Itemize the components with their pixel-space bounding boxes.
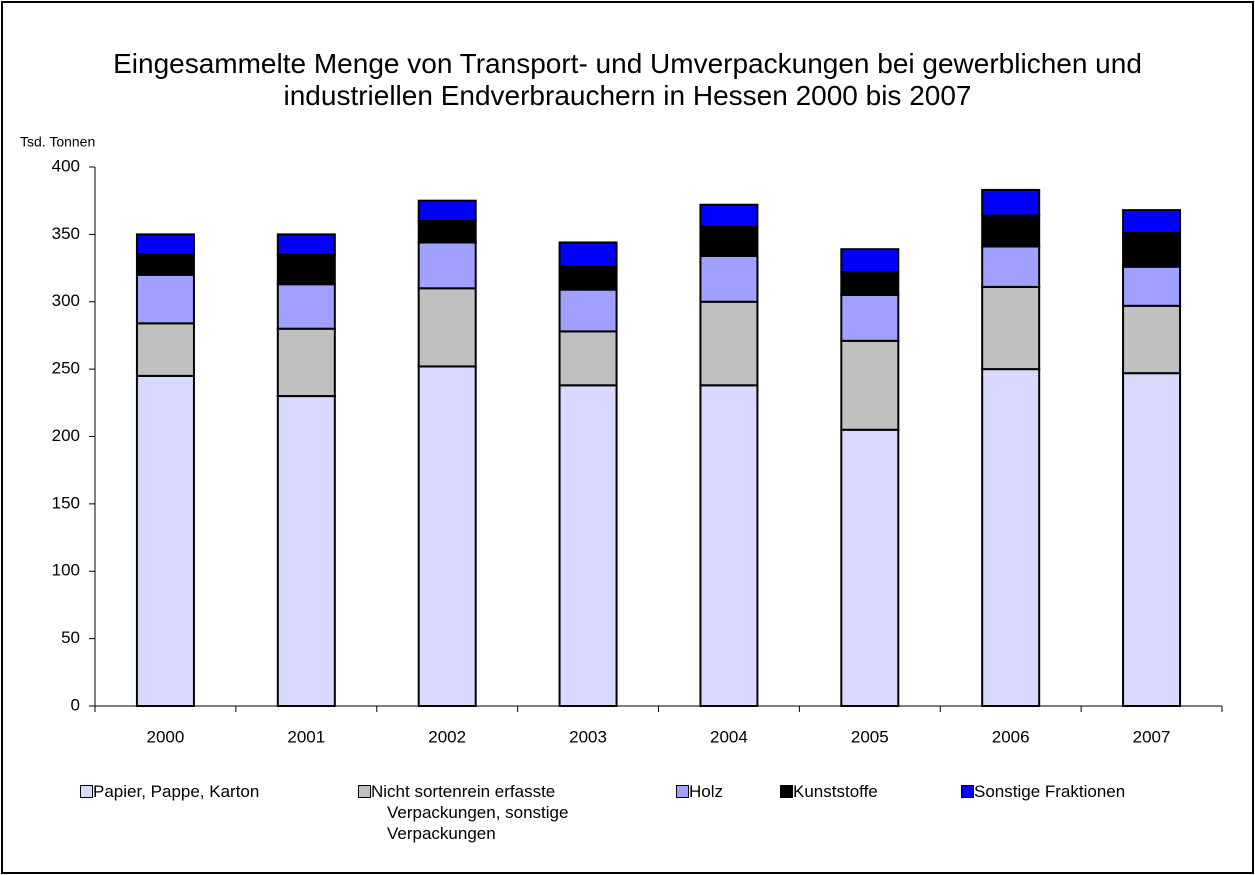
legend-swatch	[80, 785, 93, 798]
x-tick-label: 2005	[851, 727, 889, 746]
x-tick-label: 2007	[1133, 727, 1171, 746]
legend-item: Holz	[676, 781, 776, 802]
bar-segment	[276, 233, 336, 256]
legend-item: Sonstige Fraktionen	[961, 781, 1201, 802]
chart-title: Eingesammelte Menge von Transport- und U…	[113, 48, 1142, 111]
bar-segment	[558, 384, 618, 707]
x-tick-label: 2000	[147, 727, 185, 746]
x-tick-label: 2004	[710, 727, 748, 746]
bar-segment	[981, 188, 1041, 217]
legend-swatch	[676, 785, 689, 798]
legend-label: Sonstige Fraktionen	[974, 782, 1126, 801]
bar-segment	[135, 273, 195, 325]
y-tick-label: 0	[71, 695, 80, 714]
bar-segment	[135, 253, 195, 276]
x-tick-label: 2001	[287, 727, 325, 746]
y-tick-label: 350	[52, 224, 80, 243]
bar-segment	[699, 225, 759, 257]
y-tick-label: 150	[52, 493, 80, 512]
y-tick-label: 200	[52, 426, 80, 445]
y-tick-label: 50	[61, 628, 80, 647]
bar-segment	[1122, 372, 1182, 707]
bar-segment	[1122, 265, 1182, 307]
bar-segment	[276, 283, 336, 330]
bar-segment	[699, 254, 759, 303]
legend-label: Kunststoffe	[793, 782, 878, 801]
bar-segment	[1122, 232, 1182, 268]
bar-segment	[276, 253, 336, 286]
bar-segment	[840, 271, 900, 297]
bar-segment	[558, 288, 618, 333]
bar-segment	[135, 322, 195, 377]
bar-segment	[417, 219, 477, 244]
y-axis-label: Tsd. Tonnen	[20, 134, 95, 150]
bar-segment	[699, 384, 759, 707]
legend-label: Holz	[689, 782, 724, 801]
bar-segment	[558, 330, 618, 387]
bar-segment	[699, 203, 759, 228]
bar-segment	[840, 339, 900, 431]
y-tick-label: 400	[52, 156, 80, 175]
bar-segment	[417, 287, 477, 368]
bar-segment	[699, 300, 759, 387]
bar-segment	[1122, 304, 1182, 375]
bar-segment	[276, 327, 336, 398]
bar-segment	[558, 241, 618, 268]
bar-segment	[981, 245, 1041, 288]
bar-segment	[981, 285, 1041, 371]
legend-swatch	[961, 785, 974, 798]
y-tick-label: 300	[52, 291, 80, 310]
bar-segment	[981, 214, 1041, 248]
bar-segment	[840, 248, 900, 274]
y-tick-label: 100	[52, 561, 80, 580]
bar-segment	[417, 241, 477, 290]
legend-swatch	[780, 785, 793, 798]
legend-label: Nicht sortenrein erfasste Verpackungen, …	[371, 782, 569, 843]
legend-item: Nicht sortenrein erfasste Verpackungen, …	[358, 781, 618, 844]
bar-segment	[840, 294, 900, 342]
bar-segment	[981, 368, 1041, 707]
y-tick-label: 250	[52, 359, 80, 378]
x-tick-label: 2002	[428, 727, 466, 746]
bar-segment	[1122, 209, 1182, 235]
bar-segment	[276, 395, 336, 707]
x-tick-label: 2006	[992, 727, 1030, 746]
legend-label: Papier, Pappe, Karton	[93, 782, 260, 801]
bar-segment	[417, 365, 477, 707]
legend-item: Kunststoffe	[780, 781, 950, 802]
bar-segment	[558, 265, 618, 291]
bar-segment	[840, 428, 900, 707]
bar-segment	[417, 199, 477, 222]
bar-segment	[135, 374, 195, 707]
bar-segment	[135, 233, 195, 256]
legend-item: Papier, Pappe, Karton	[80, 781, 350, 802]
x-tick-label: 2003	[569, 727, 607, 746]
legend-swatch	[358, 785, 371, 798]
